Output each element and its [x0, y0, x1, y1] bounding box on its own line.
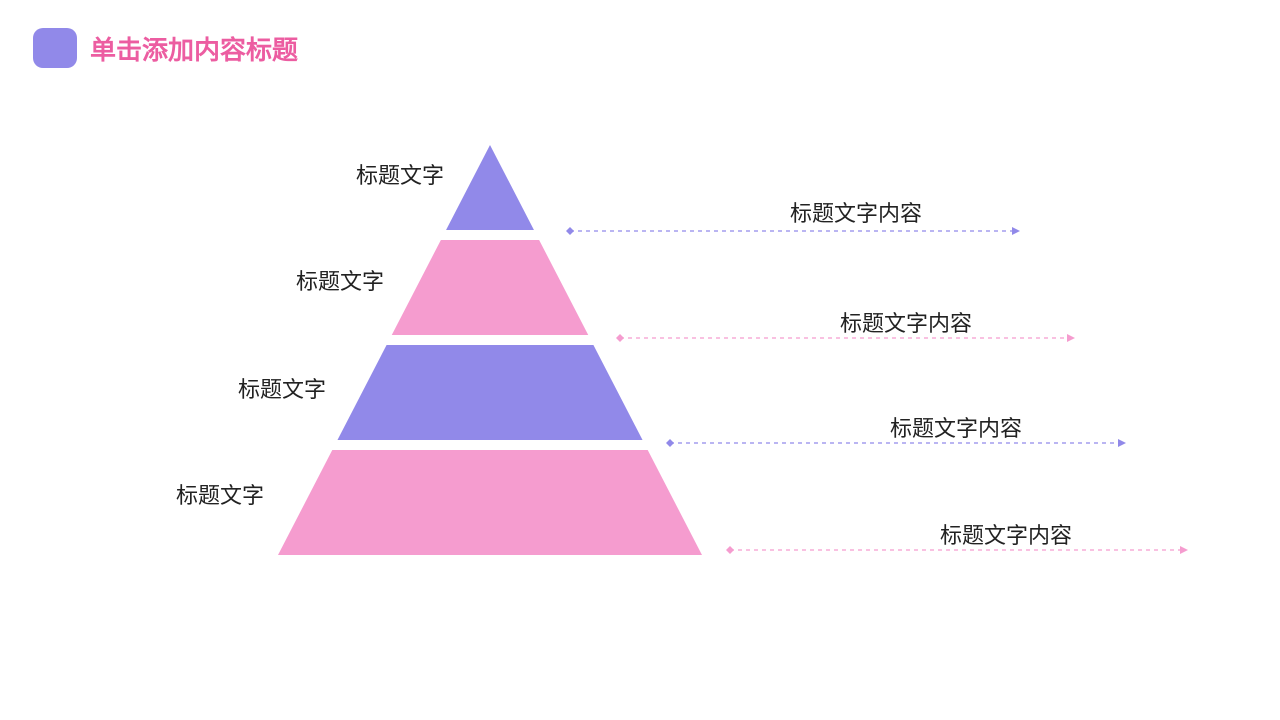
diamond-marker-icon: [566, 227, 574, 235]
pyramid-layer-1: [446, 145, 534, 230]
pyramid-layer-3: [337, 345, 642, 440]
arrow-marker-icon: [1118, 439, 1126, 447]
slide-stage: 单击添加内容标题 标题文字标题文字内容标题文字标题文字内容标题文字标题文字内容标…: [0, 0, 1280, 720]
pyramid-right-label-4: 标题文字内容: [940, 518, 1072, 550]
pyramid-layer-4: [278, 450, 702, 555]
diamond-marker-icon: [726, 546, 734, 554]
pyramid-right-label-1: 标题文字内容: [790, 196, 922, 228]
connector-1: [566, 227, 1020, 235]
diamond-marker-icon: [616, 334, 624, 342]
arrow-marker-icon: [1067, 334, 1075, 342]
arrow-marker-icon: [1012, 227, 1020, 235]
pyramid-left-label-1: 标题文字: [356, 158, 444, 190]
pyramid-left-label-2: 标题文字: [296, 264, 384, 296]
pyramid-left-label-3: 标题文字: [238, 372, 326, 404]
pyramid-right-label-2: 标题文字内容: [840, 306, 972, 338]
arrow-marker-icon: [1180, 546, 1188, 554]
pyramid-right-label-3: 标题文字内容: [890, 411, 1022, 443]
pyramid-layer-2: [392, 240, 588, 335]
diamond-marker-icon: [666, 439, 674, 447]
pyramid-svg: [0, 0, 1280, 720]
pyramid-left-label-4: 标题文字: [176, 478, 264, 510]
